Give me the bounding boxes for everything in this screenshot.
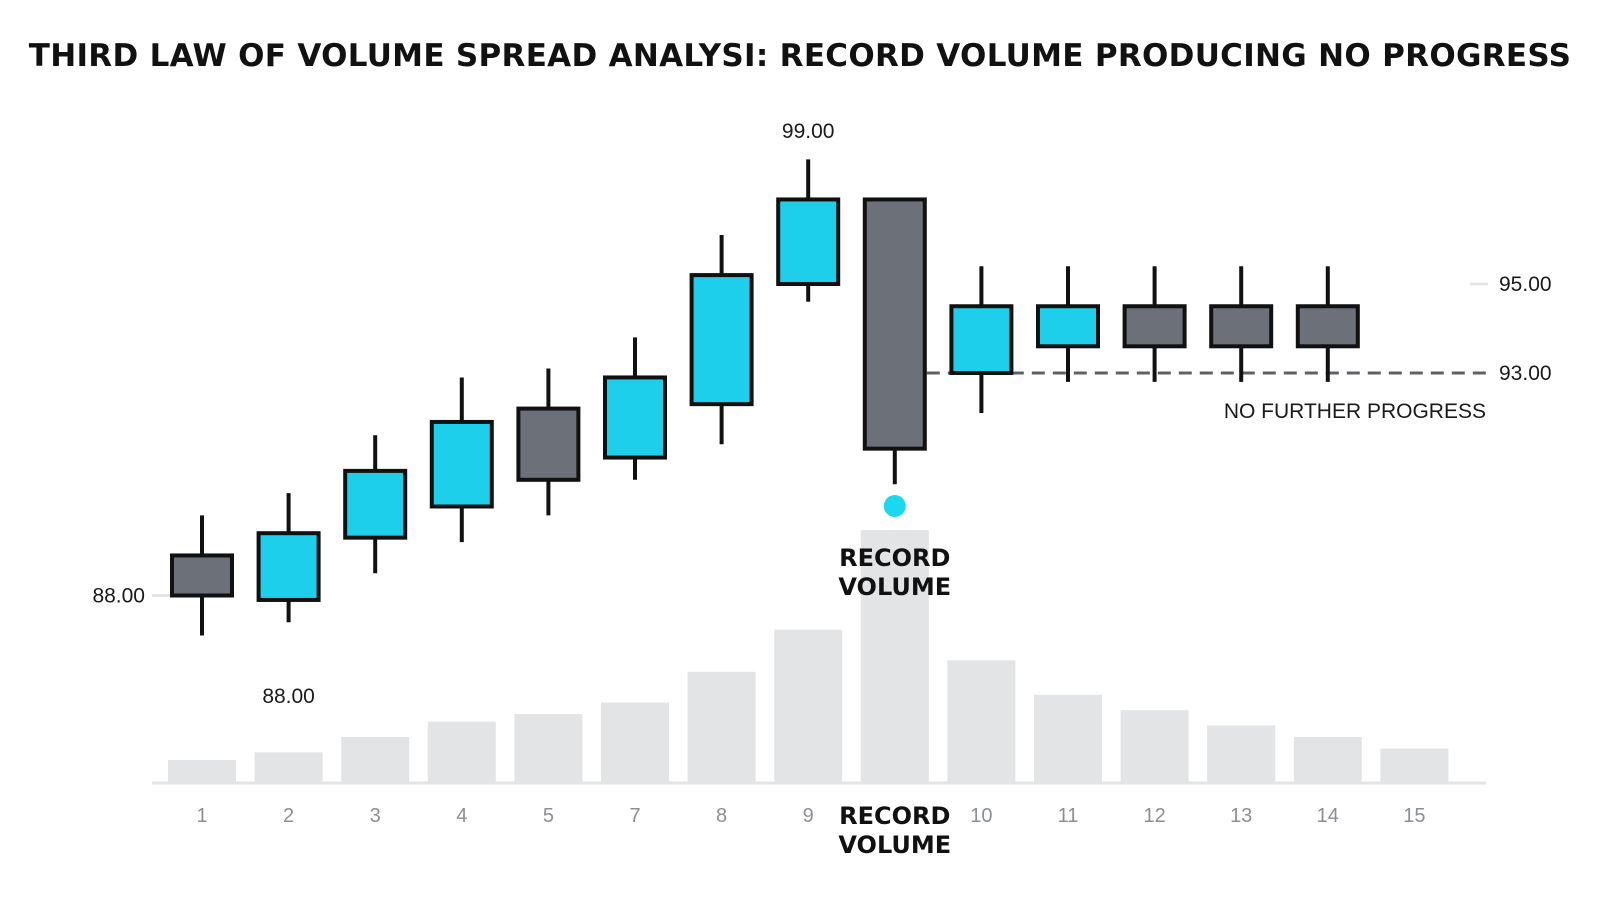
x-tick-label: 5: [543, 805, 554, 827]
x-tick-label-line: RECORD: [839, 802, 950, 830]
candle-body-up: [429, 419, 494, 509]
x-tick-label: 11: [1058, 805, 1079, 827]
record-volume-callout-line: VOLUME: [838, 573, 951, 601]
record-volume-callout-line: RECORD: [839, 544, 950, 572]
annotations: RECORD VOLUME 88.00 88.00 99.00 95.00 93.00: [92, 120, 1551, 708]
x-tick-label: 2: [283, 805, 294, 827]
candle-body-down: [1295, 304, 1360, 349]
candle: [343, 435, 408, 574]
candle: [516, 368, 581, 516]
chart-title: THIRD LAW OF VOLUME SPREAD ANALYSI: RECO…: [28, 38, 1572, 74]
candle: [1209, 266, 1274, 382]
x-tick-label-line: VOLUME: [838, 831, 951, 859]
volume-bar: [1380, 748, 1449, 783]
volume-bars: [168, 530, 1449, 783]
no-progress-label: NO FURTHER PROGRESS: [1224, 400, 1486, 423]
candle: [949, 266, 1014, 414]
right-price-label: 93.00: [1499, 362, 1552, 385]
candle: [429, 377, 494, 543]
volume-bar: [947, 660, 1016, 783]
x-tick-label-record-volume: RECORD VOLUME: [838, 802, 951, 859]
volume-bar: [341, 737, 410, 783]
candle: [1036, 266, 1100, 382]
volume-bar: [514, 714, 583, 783]
candle: [170, 515, 234, 636]
candle-body-up: [256, 531, 321, 602]
record-volume-callout: RECORD VOLUME: [838, 544, 951, 601]
candle-body-up: [343, 468, 408, 540]
candle: [1295, 266, 1360, 382]
candle-body-up: [603, 375, 667, 460]
x-tick-label: 3: [370, 805, 381, 827]
candle: [256, 493, 321, 623]
candle-low-label: 88.00: [262, 685, 315, 708]
volume-bar: [168, 760, 236, 783]
candle-body-down: [516, 406, 581, 482]
record-volume-marker: [883, 495, 906, 517]
candle-body-up: [689, 273, 754, 407]
volume-bar: [1120, 710, 1189, 783]
candle-body-down: [1209, 304, 1274, 349]
candle: [689, 235, 754, 445]
x-tick-label: 14: [1317, 805, 1339, 827]
candle-body-up: [1036, 304, 1100, 349]
volume-bar: [687, 671, 756, 783]
x-tick-label: 8: [716, 805, 727, 827]
peak-price-label: 99.00: [782, 120, 835, 143]
volume-bar: [1034, 694, 1102, 783]
x-tick-label: 13: [1230, 805, 1252, 827]
volume-bar: [774, 629, 843, 783]
candle: [862, 197, 927, 485]
no-progress-reference: NO FURTHER PROGRESS: [926, 371, 1488, 423]
x-tick-label: 10: [970, 805, 992, 827]
candle-body-down: [170, 553, 234, 598]
candles: [170, 159, 1360, 636]
x-tick-label: 9: [803, 805, 814, 827]
volume-bar: [860, 530, 929, 783]
volume-bar: [1207, 725, 1276, 783]
left-price-label: 88.00: [92, 585, 145, 608]
candle: [603, 337, 667, 480]
candle-body-down: [862, 197, 927, 451]
candle: [1122, 266, 1187, 382]
candle-body-down: [1122, 304, 1187, 349]
x-tick-label: 12: [1143, 805, 1165, 827]
x-tick-label: 4: [456, 805, 467, 827]
volume-bar: [601, 702, 669, 783]
candle-body-up: [776, 197, 841, 286]
x-tick-label: 7: [629, 805, 640, 827]
volume-bar: [254, 752, 323, 783]
candle: [776, 159, 841, 302]
x-tick-label: 1: [196, 805, 207, 827]
candle-body-up: [949, 304, 1014, 375]
volume-bar: [1293, 737, 1362, 783]
volume-bar: [427, 721, 496, 783]
x-tick-label: 15: [1403, 805, 1425, 827]
right-price-label: 95.00: [1499, 273, 1552, 296]
